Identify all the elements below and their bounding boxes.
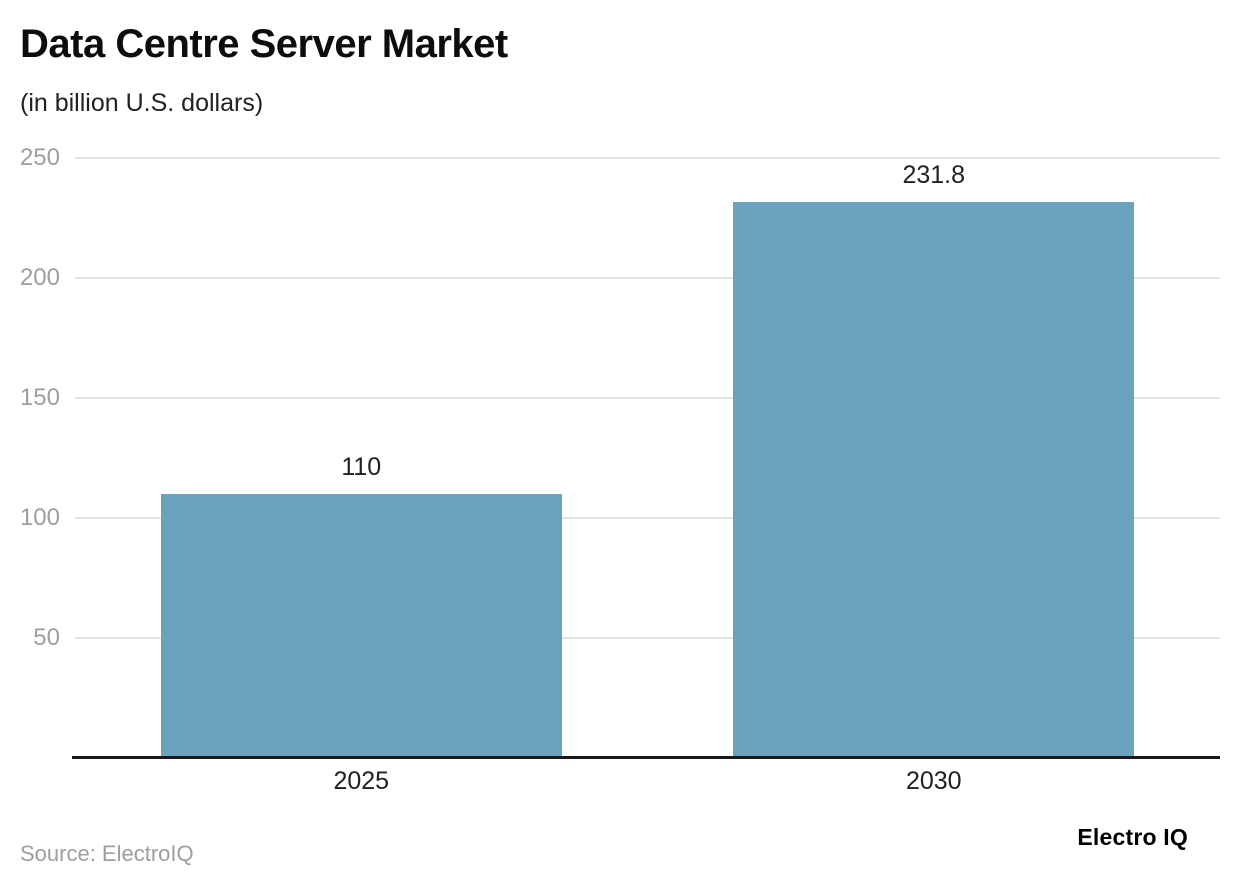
y-tick-label: 250 [19, 144, 60, 171]
bar-2025 [160, 494, 562, 758]
x-tick-label: 2025 [333, 767, 390, 795]
gridline [75, 157, 1220, 159]
gridline [75, 637, 1220, 639]
gridline [75, 517, 1220, 519]
y-tick-label: 200 [19, 264, 60, 291]
y-tick-label: 50 [33, 624, 60, 651]
plot-area: 50 100 150 200 250 110 2025 231.8 2030 [20, 146, 1221, 794]
chart-subtitle: (in billion U.S. dollars) [20, 89, 264, 117]
bars-area: 110 2025 231.8 2030 [75, 158, 1221, 794]
y-tick-label: 100 [19, 504, 60, 531]
y-tick-label: 150 [19, 384, 60, 411]
brand-logo: Electro IQ [1077, 824, 1188, 850]
source-note: Source: ElectroIQ [20, 841, 194, 866]
gridline [75, 397, 1220, 399]
gridline [75, 277, 1220, 279]
x-tick-label: 2030 [905, 767, 962, 795]
bar-2030 [733, 201, 1135, 758]
x-axis-line [72, 756, 1220, 759]
bar-group-2030: 231.8 2030 [648, 158, 1221, 794]
value-label: 231.8 [902, 160, 966, 189]
value-label: 110 [341, 453, 382, 481]
bar-group-2025: 110 2025 [75, 158, 648, 794]
chart-title: Data Centre Server Market [20, 22, 508, 66]
